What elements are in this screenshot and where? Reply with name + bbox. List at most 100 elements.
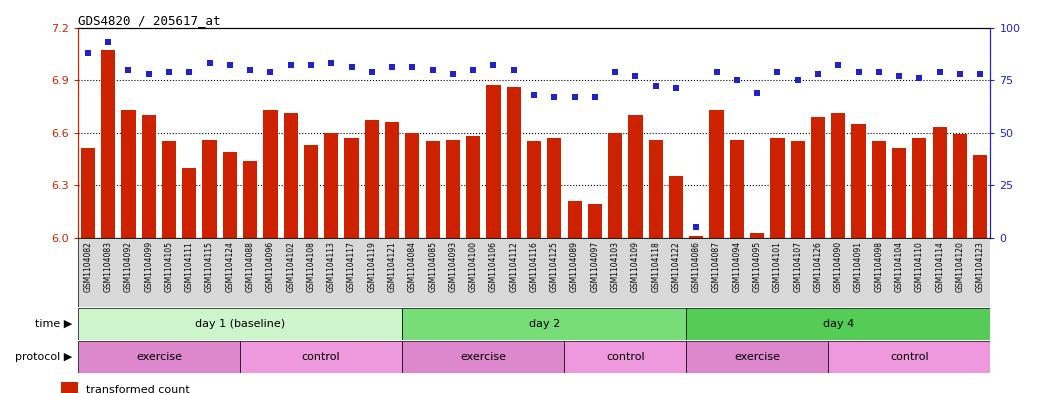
Bar [61,382,78,393]
Text: GSM1104107: GSM1104107 [793,241,803,292]
Point [688,224,704,230]
Bar [101,50,115,238]
Point [201,60,218,66]
Bar [608,133,622,238]
Bar [730,140,744,238]
Text: GSM1104086: GSM1104086 [692,241,701,292]
Point [891,73,907,79]
Point [384,64,400,71]
Bar [851,124,866,238]
Point [587,94,604,100]
Text: GSM1104106: GSM1104106 [489,241,498,292]
Point [546,94,563,100]
Bar [932,127,947,238]
Text: GSM1104124: GSM1104124 [225,241,234,292]
Point [870,68,887,75]
Text: GSM1104094: GSM1104094 [732,241,741,292]
Text: GSM1104116: GSM1104116 [530,241,538,292]
Point [100,39,116,45]
Bar [686,308,990,340]
Text: day 1 (baseline): day 1 (baseline) [195,319,285,329]
Bar [829,341,990,373]
Text: GSM1104111: GSM1104111 [185,241,194,292]
Point [161,68,177,75]
Point [404,64,421,71]
Text: day 2: day 2 [529,319,560,329]
Text: GSM1104122: GSM1104122 [672,241,680,292]
Bar [973,155,987,238]
Bar [709,110,724,238]
Bar [686,341,829,373]
Text: GSM1104085: GSM1104085 [428,241,438,292]
Point [850,68,867,75]
Bar [750,233,764,238]
Bar [223,152,237,238]
Text: protocol ▶: protocol ▶ [16,352,73,362]
Point [972,71,988,77]
Text: GSM1104097: GSM1104097 [590,241,599,292]
Point [647,83,664,90]
Bar [527,141,541,238]
Point [80,50,96,56]
Text: control: control [302,352,340,362]
Text: GSM1104090: GSM1104090 [834,241,843,292]
Text: GSM1104096: GSM1104096 [265,241,275,292]
Text: control: control [890,352,928,362]
Bar [162,141,176,238]
Text: GSM1104099: GSM1104099 [144,241,153,292]
Bar [913,138,926,238]
Text: GSM1104082: GSM1104082 [83,241,92,292]
Text: transformed count: transformed count [86,385,190,393]
Text: GSM1104121: GSM1104121 [388,241,396,292]
Text: GSM1104092: GSM1104092 [124,241,133,292]
Text: exercise: exercise [136,352,181,362]
Bar [121,110,136,238]
Point [343,64,360,71]
Text: GSM1104100: GSM1104100 [469,241,478,292]
Point [830,62,846,68]
Bar [486,85,501,238]
Bar [446,140,460,238]
Text: exercise: exercise [734,352,780,362]
Text: GSM1104088: GSM1104088 [246,241,255,292]
Text: GSM1104119: GSM1104119 [367,241,376,292]
Bar [78,341,240,373]
Text: GSM1104093: GSM1104093 [448,241,457,292]
Bar [831,113,845,238]
Text: GSM1104095: GSM1104095 [753,241,761,292]
Point [668,85,684,92]
Bar [202,140,217,238]
Bar [690,236,703,238]
Bar [81,149,95,238]
Bar [243,161,257,238]
Text: exercise: exercise [460,352,506,362]
Bar [811,117,825,238]
Point [931,68,948,75]
Point [282,62,299,68]
Text: control: control [606,352,645,362]
Text: GSM1104109: GSM1104109 [630,241,640,292]
Point [445,71,461,77]
Point [505,66,522,73]
Bar [142,115,156,238]
Point [789,77,806,83]
Text: day 4: day 4 [822,319,853,329]
Point [952,71,969,77]
Text: GSM1104113: GSM1104113 [327,241,336,292]
Bar [892,149,906,238]
Point [120,66,137,73]
Bar [628,115,643,238]
Point [769,68,786,75]
Text: GSM1104101: GSM1104101 [773,241,782,292]
Text: GSM1104087: GSM1104087 [712,241,721,292]
Bar [402,341,564,373]
Text: GSM1104125: GSM1104125 [550,241,559,292]
Point [607,68,623,75]
Bar [669,176,683,238]
Point [262,68,279,75]
Text: GSM1104105: GSM1104105 [165,241,173,292]
Bar [507,87,521,238]
Bar [365,120,379,238]
Bar [548,138,561,238]
Bar [953,134,968,238]
